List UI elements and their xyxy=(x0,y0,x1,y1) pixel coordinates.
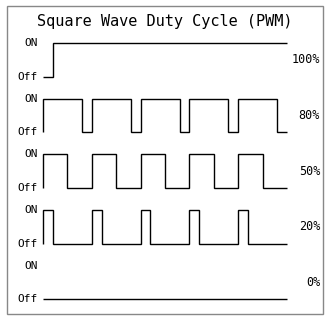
Text: Off: Off xyxy=(18,127,38,137)
Text: 50%: 50% xyxy=(299,165,320,178)
Text: ON: ON xyxy=(24,261,38,271)
Text: 20%: 20% xyxy=(299,220,320,233)
Text: Off: Off xyxy=(18,239,38,249)
Text: 0%: 0% xyxy=(306,276,320,289)
Text: Off: Off xyxy=(18,294,38,304)
Text: ON: ON xyxy=(24,205,38,215)
Text: 80%: 80% xyxy=(299,109,320,122)
Text: ON: ON xyxy=(24,149,38,159)
Text: 100%: 100% xyxy=(292,53,320,66)
Text: Off: Off xyxy=(18,183,38,193)
Text: Off: Off xyxy=(18,72,38,82)
Text: ON: ON xyxy=(24,38,38,48)
Text: Square Wave Duty Cycle (PWM): Square Wave Duty Cycle (PWM) xyxy=(37,14,293,29)
Text: ON: ON xyxy=(24,94,38,104)
